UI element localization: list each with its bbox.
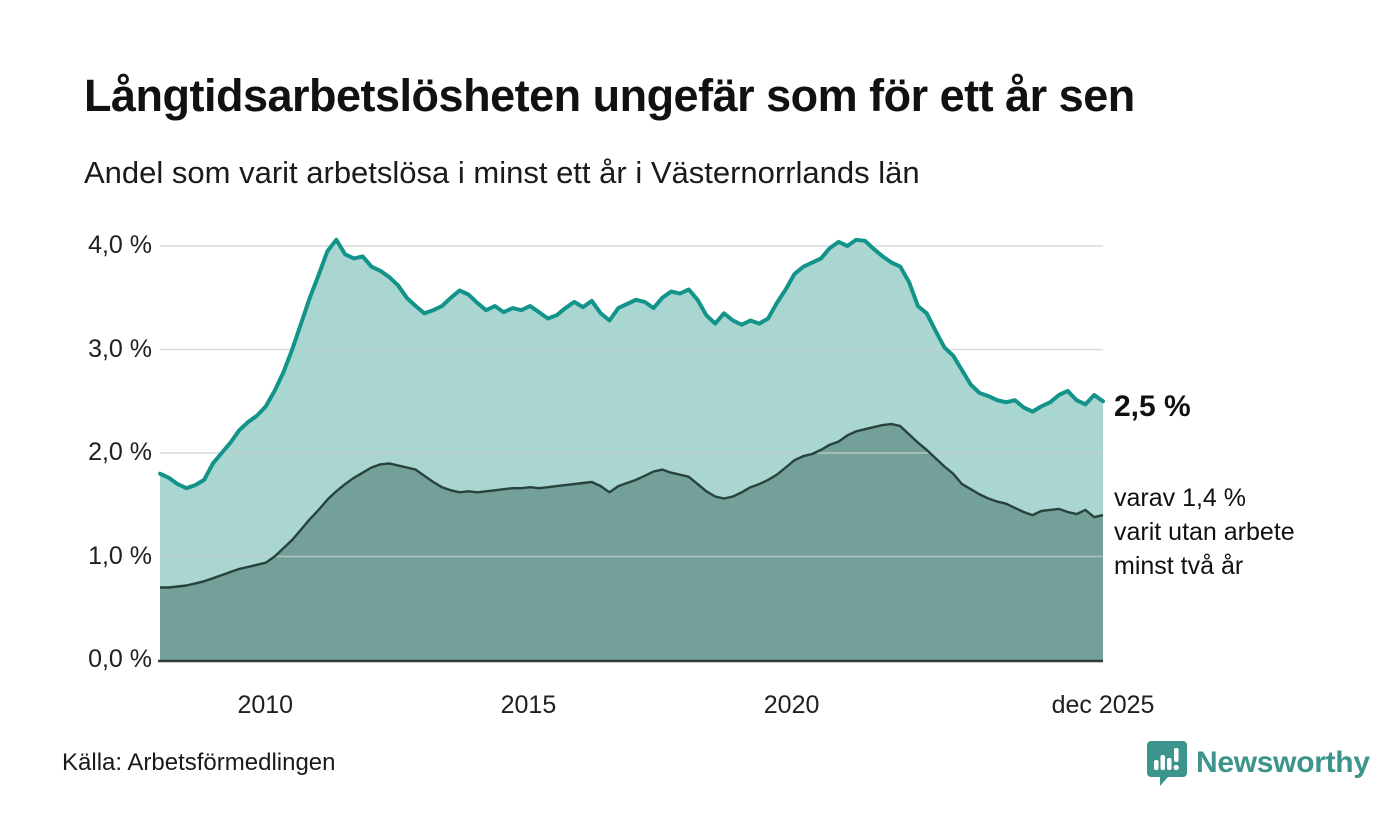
chart-title: Långtidsarbetslösheten ungefär som för e… (84, 70, 1135, 121)
end-annotation-total: 2,5 % (1114, 390, 1191, 423)
source-credit: Källa: Arbetsförmedlingen (62, 749, 336, 776)
y-tick-label: 3,0 % (88, 334, 152, 363)
y-tick-label: 1,0 % (88, 541, 152, 570)
x-tick-label: dec 2025 (1051, 691, 1155, 719)
chart-subtitle: Andel som varit arbetslösa i minst ett å… (84, 155, 920, 190)
x-tick-label: 2020 (763, 691, 820, 719)
two-year-line (160, 422, 1104, 589)
y-tick-label: 4,0 % (88, 231, 152, 259)
total-line (158, 237, 1105, 491)
x-tick-label: 2015 (500, 691, 557, 719)
y-tick-label: 0,0 % (88, 645, 152, 673)
two-year-area (160, 424, 1103, 660)
newsworthy-logo-icon (1147, 741, 1187, 786)
x-tick-label: 2010 (237, 691, 294, 719)
y-tick-label: 2,0 % (88, 438, 152, 466)
end-annotation-two-year: varav 1,4 % varit utan arbete minst två … (1114, 484, 1295, 580)
newsworthy-wordmark: Newsworthy (1196, 746, 1370, 779)
